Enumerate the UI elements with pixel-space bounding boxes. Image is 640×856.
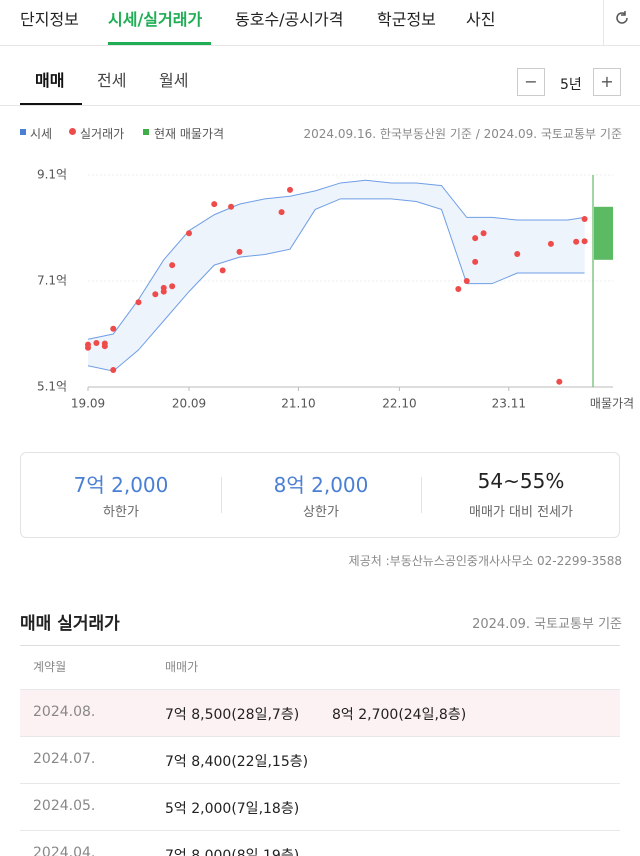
- subtab-underline: [20, 103, 82, 105]
- summary-label: 하한가: [103, 505, 139, 520]
- provider: 제공처 :부동산뉴스공인중개사사무소 02-2299-3588: [348, 554, 622, 568]
- summary-label: 상한가: [303, 505, 339, 520]
- subtab[interactable]: 월세: [159, 71, 189, 90]
- legend-label: 현재 매물가격: [154, 127, 225, 141]
- x-tick-label: 23.11: [492, 397, 526, 411]
- table-row: 2024.04. 7억 8,000(8일,19층): [20, 831, 620, 856]
- price: 7억 8,000(8일,19층): [165, 848, 300, 856]
- subtab-active[interactable]: 매매: [35, 71, 65, 90]
- trade-point: [455, 285, 462, 292]
- legend-label: 시세: [30, 127, 53, 141]
- summary-label: 매매가 대비 전세가: [469, 505, 573, 520]
- tab-underline: [108, 42, 211, 45]
- trade-point: [93, 340, 100, 347]
- listing-range: [594, 206, 613, 260]
- y-tick-label: 5.1억: [37, 380, 67, 394]
- trade-point: [110, 367, 117, 374]
- trade-point: [556, 378, 563, 385]
- legend-label: 실거래가: [80, 127, 125, 141]
- summary-box: 7억 2,000 하한가 8억 2,000 상한가 54~55% 매매가 대비 …: [20, 452, 620, 538]
- band-fill: [88, 180, 585, 372]
- trade-point: [472, 258, 479, 265]
- x-tick-label: 19.09: [71, 397, 105, 411]
- trade-point: [101, 340, 108, 347]
- y-tick-label: 9.1억: [37, 168, 67, 182]
- trade-point: [219, 267, 226, 274]
- divider: [0, 105, 640, 106]
- minus-button[interactable]: −: [517, 68, 545, 96]
- trade-point: [480, 230, 487, 237]
- tab[interactable]: 단지정보: [20, 10, 79, 29]
- legend-swatch: [69, 128, 76, 135]
- trade-point: [186, 230, 192, 237]
- trade-point: [169, 283, 176, 290]
- tab[interactable]: 사진: [466, 10, 496, 29]
- divider: [221, 477, 222, 513]
- x-tick-label: 20.09: [172, 397, 206, 411]
- divider: [20, 645, 620, 646]
- table-row: 2024.07. 7억 8,400(22일,15층): [20, 737, 620, 784]
- section-title: 매매 실거래가: [20, 614, 120, 634]
- band-lower: [87, 198, 585, 372]
- trade-point: [152, 291, 159, 298]
- table-row: 2024.08. 7억 8,500(28일,7층) 8억 2,700(24일,8…: [20, 690, 620, 737]
- month: 2024.08.: [33, 704, 96, 720]
- trade-point: [547, 240, 554, 247]
- trade-point: [236, 248, 243, 255]
- tab[interactable]: 학군정보: [377, 10, 436, 29]
- y-tick-label: 7.1억: [37, 274, 67, 288]
- plus-button[interactable]: +: [593, 68, 621, 96]
- month: 2024.07.: [33, 751, 96, 767]
- legend-swatch: [20, 129, 26, 135]
- divider: [421, 477, 422, 513]
- refresh-icon[interactable]: [614, 10, 630, 26]
- x-tick-label: 21.10: [281, 397, 315, 411]
- x-tick-label: 매물가격: [590, 397, 634, 411]
- table-row: 2024.05. 5억 2,000(7일,18층): [20, 784, 620, 831]
- trade-point: [169, 262, 176, 269]
- subtab[interactable]: 전세: [97, 71, 127, 90]
- trade-point: [573, 238, 580, 245]
- chart: 5.1억 7.1억 9.1억 19.09 20.09 21.10 22.10 23.11 매물가…: [37, 168, 634, 411]
- divider: [0, 45, 640, 46]
- band-upper: [87, 179, 585, 340]
- divider: [603, 0, 604, 45]
- trade-point: [160, 288, 167, 295]
- summary-value: 7억 2,000: [73, 473, 169, 497]
- table-header: 매매가: [165, 660, 199, 674]
- trade-point: [581, 238, 588, 245]
- trade-point: [287, 186, 293, 193]
- trade-point: [514, 250, 521, 257]
- divider: [20, 689, 620, 690]
- period: 5년: [560, 77, 582, 93]
- summary-value: 8억 2,000: [273, 473, 369, 497]
- trade-point: [278, 209, 285, 216]
- tab-active[interactable]: 시세/실거래가: [108, 10, 203, 29]
- trade-point: [228, 203, 235, 210]
- trade-point: [211, 201, 218, 208]
- tab[interactable]: 동호수/공시가격: [235, 10, 344, 29]
- trade-point: [472, 235, 479, 242]
- trade-point: [135, 299, 142, 306]
- trade-point: [581, 215, 588, 222]
- summary-value: 54~55%: [477, 469, 565, 493]
- table-header: 계약월: [33, 660, 67, 674]
- trade-point: [110, 325, 117, 332]
- price: 7억 8,500(28일,7층): [165, 707, 300, 723]
- chart-source: 2024.09.16. 한국부동산원 기준 / 2024.09. 국토교통부 기…: [303, 127, 623, 141]
- price: 7억 8,400(22일,15층): [165, 754, 309, 770]
- month: 2024.05.: [33, 798, 96, 814]
- trade-point: [85, 341, 91, 348]
- x-tick-label: 22.10: [382, 397, 416, 411]
- month: 2024.04.: [33, 845, 96, 856]
- trade-point: [463, 278, 470, 284]
- legend-swatch: [143, 129, 149, 135]
- section-source: 2024.09. 국토교통부 기준: [472, 617, 622, 632]
- price: 5억 2,000(7일,18층): [165, 801, 300, 817]
- price: 8억 2,700(24일,8층): [332, 707, 467, 723]
